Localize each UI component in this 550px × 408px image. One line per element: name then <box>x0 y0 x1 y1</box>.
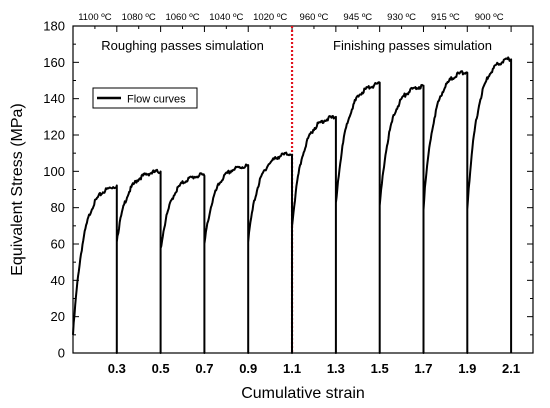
x-tick-label: 1.5 <box>371 361 389 376</box>
x-axis-title: Cumulative strain <box>241 385 365 402</box>
y-tick-label: 80 <box>51 200 65 215</box>
y-tick-label: 100 <box>43 164 65 179</box>
axes-frame-layer <box>72 25 534 354</box>
x-tick-label: 0.7 <box>195 361 213 376</box>
x-tick-label: 1.9 <box>458 361 476 376</box>
y-tick-label: 160 <box>43 55 65 70</box>
y-axis-title: Equivalent Stress (MPa) <box>9 103 26 276</box>
labels-layer: 0 20 40 60 80 100 120 140 160 180 0.3 0.5 0.7 0.9 1.1 1… <box>9 12 520 402</box>
legend-label: Flow curves <box>127 94 186 106</box>
flow-curve-line <box>72 56 513 354</box>
top-temperature-label: 1100 ºC <box>78 12 112 23</box>
region-label: Roughing passes simulation <box>101 38 264 53</box>
ticks-layer <box>73 25 533 354</box>
y-tick-label: 180 <box>43 19 65 34</box>
top-temperature-label: 1080 ºC <box>122 12 156 23</box>
x-tick-label: 1.3 <box>327 361 345 376</box>
y-tick-label: 20 <box>51 309 65 324</box>
top-temperature-label: 960 ºC <box>300 12 329 23</box>
top-temperature-label: 1020 ºC <box>253 12 287 23</box>
y-tick-label: 0 <box>58 346 65 361</box>
top-temperature-label: 930 ºC <box>387 12 416 23</box>
top-temperature-label: 900 ºC <box>475 12 504 23</box>
region-label: Finishing passes simulation <box>333 38 492 53</box>
y-tick-label: 120 <box>43 128 65 143</box>
x-tick-label: 1.1 <box>283 361 301 376</box>
x-tick-label: 1.7 <box>414 361 432 376</box>
x-tick-label: 0.9 <box>239 361 257 376</box>
y-tick-label: 40 <box>51 273 65 288</box>
top-temperature-label: 1060 ºC <box>165 12 199 23</box>
top-temperature-label: 915 ºC <box>431 12 460 23</box>
curve-layer <box>72 26 513 354</box>
y-tick-label: 60 <box>51 237 65 252</box>
legend-box <box>92 87 198 109</box>
top-temperature-label: 945 ºC <box>343 12 372 23</box>
y-tick-label: 140 <box>43 91 65 106</box>
x-tick-label: 2.1 <box>502 361 520 376</box>
top-temperature-label: 1040 ºC <box>209 12 243 23</box>
plot-frame <box>72 25 534 354</box>
x-tick-label: 0.3 <box>108 361 126 376</box>
x-tick-label: 0.5 <box>152 361 170 376</box>
